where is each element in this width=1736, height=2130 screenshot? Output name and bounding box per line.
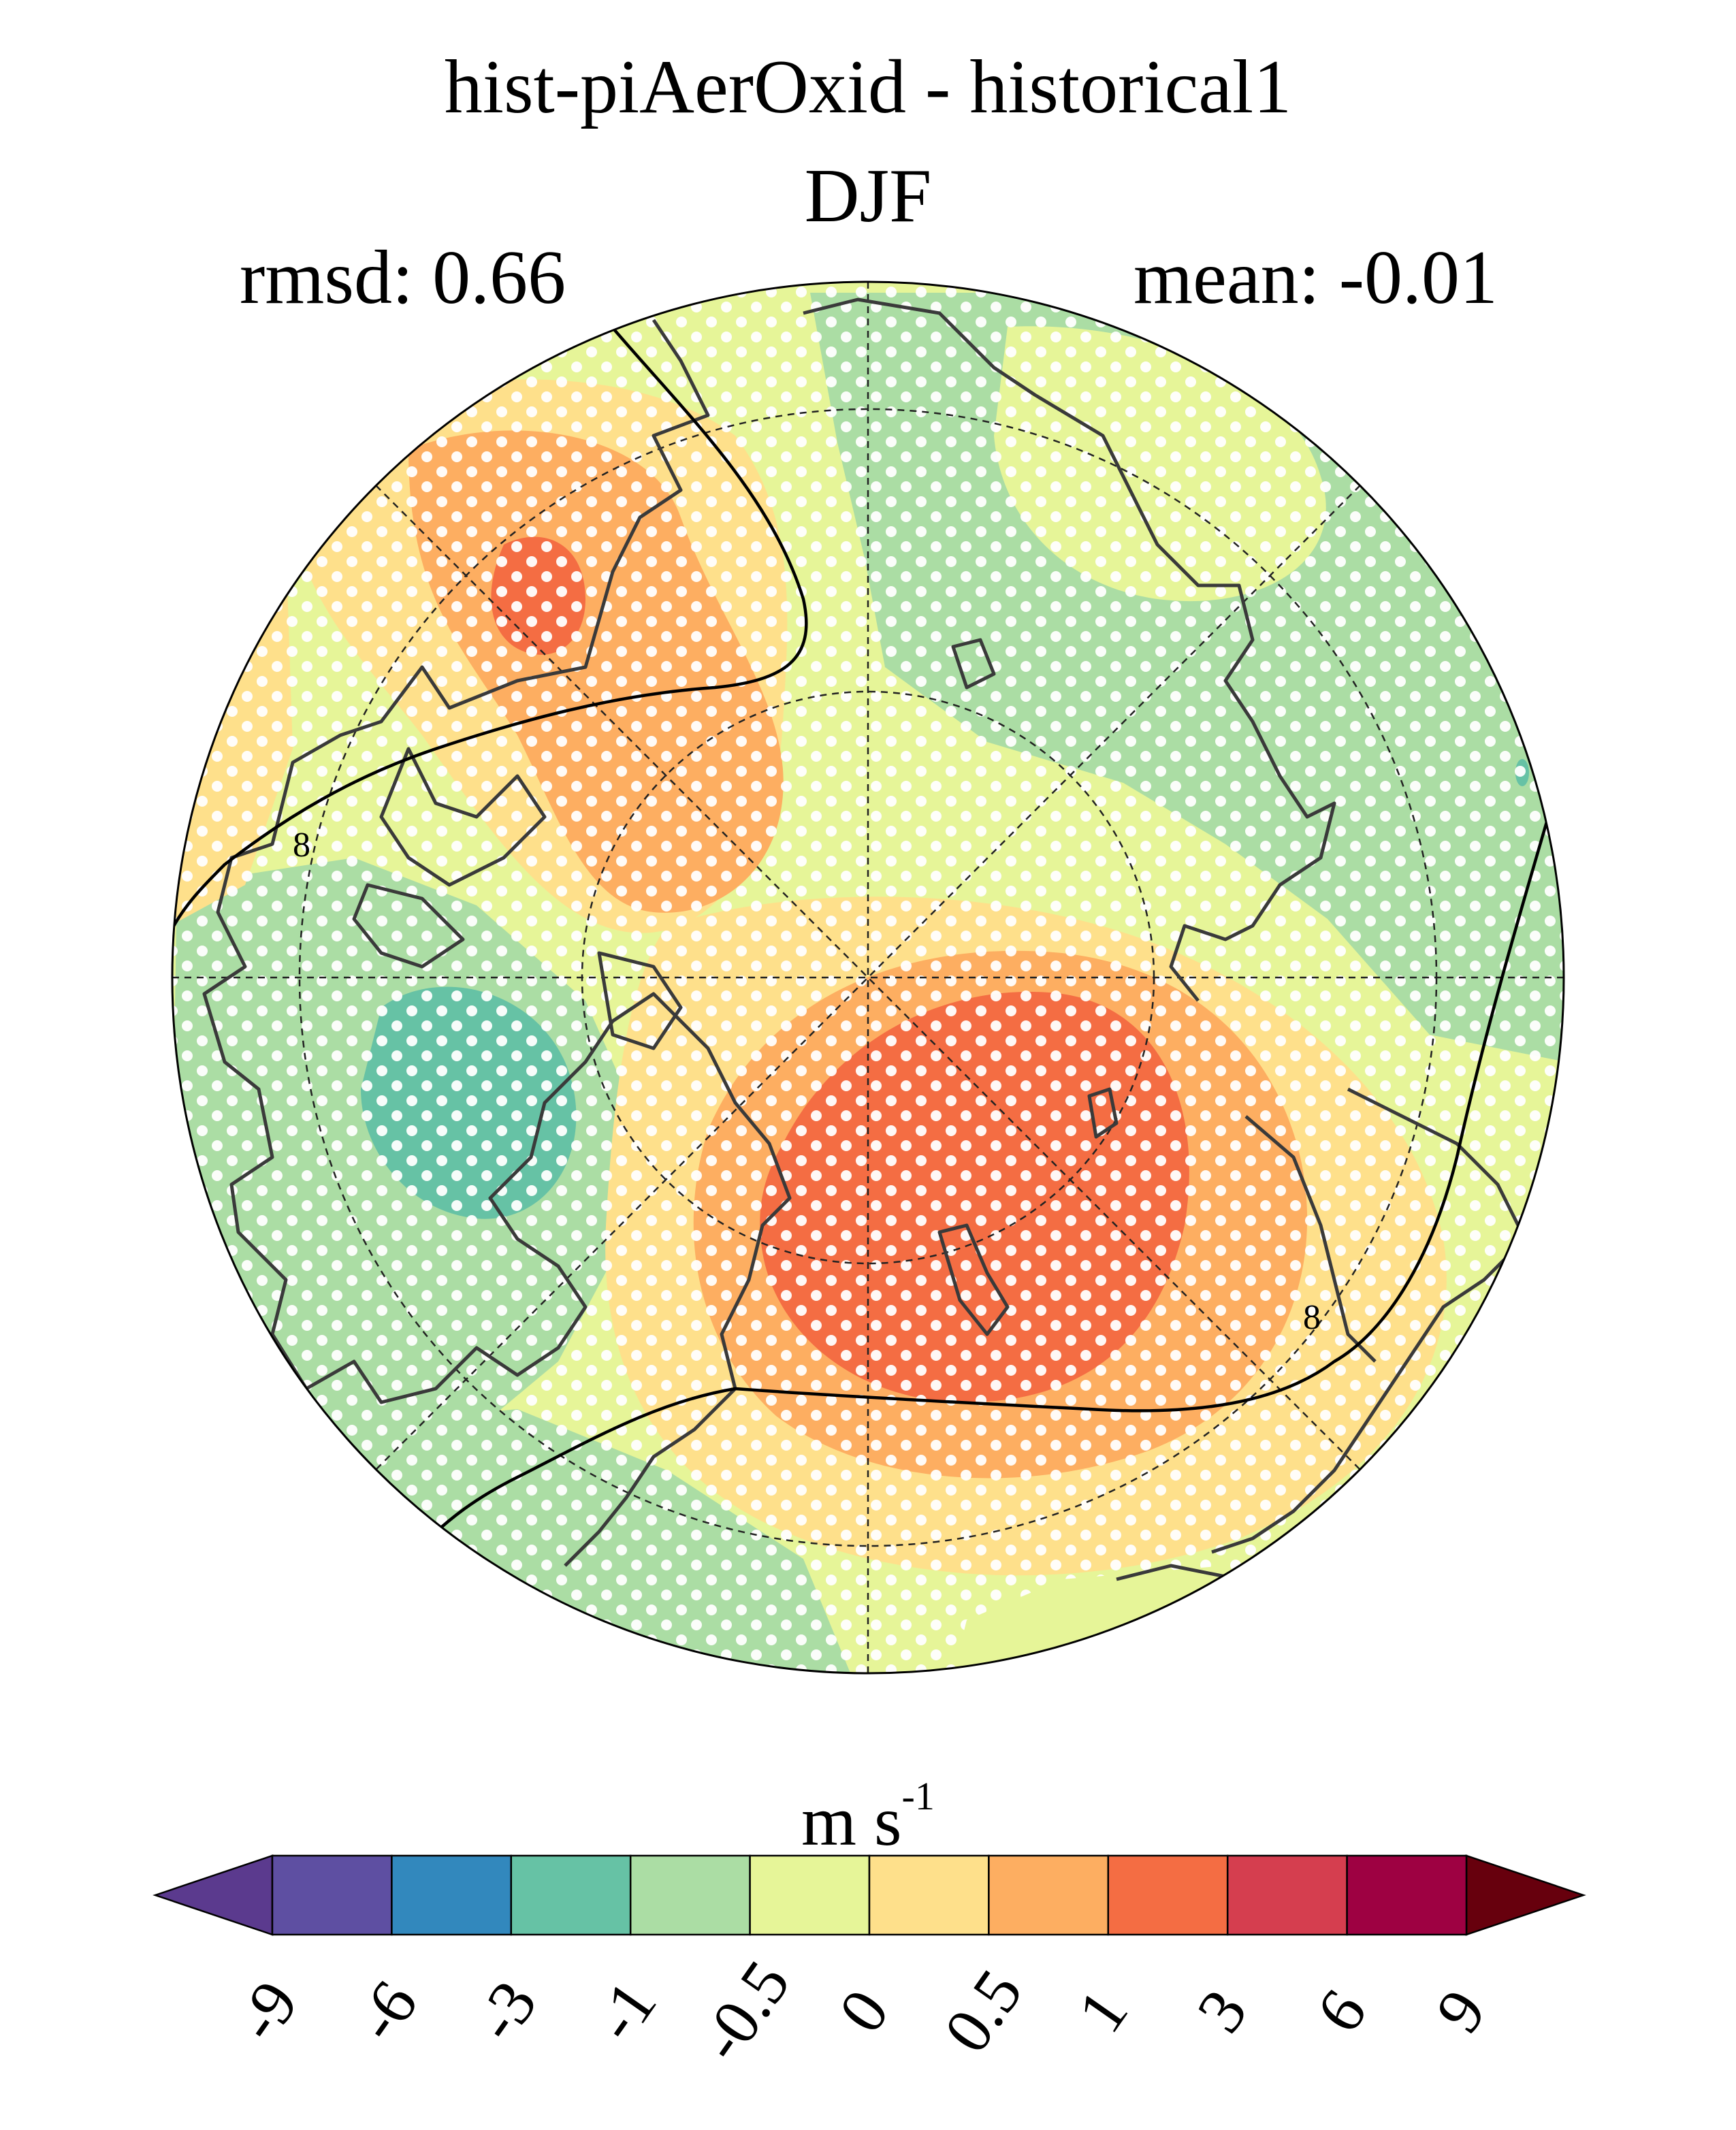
colorbar-tick-label: 1 (1063, 1977, 1142, 2046)
colorbar-bin-7 (1107, 1854, 1229, 1936)
coastlines (202, 297, 1527, 1581)
season-label: DJF (804, 154, 932, 238)
colorbar-extend-high (1465, 1854, 1586, 1936)
colorbar-bin-8 (1226, 1854, 1348, 1936)
colorbar-bin-5 (868, 1854, 990, 1936)
contour-label-west: 8 (293, 826, 310, 865)
colorbar-bin-0 (271, 1854, 393, 1936)
colorbar-tick-label: -0.5 (685, 1948, 804, 2074)
colorbar-tick-label: 0 (824, 1977, 903, 2046)
map-title: hist-piAerOxid - historical1 (444, 45, 1292, 129)
colorbar-bin-9 (1346, 1854, 1468, 1936)
colorbar-tick-label: 3 (1183, 1977, 1261, 2046)
colorbar-tick-label: -1 (579, 1968, 671, 2054)
mean-label: mean: -0.01 (1134, 236, 1498, 320)
units-label: m s-1 (801, 1774, 935, 1860)
colorbar-bin-4 (749, 1854, 871, 1936)
colorbar-tick-label: 0.5 (930, 1956, 1036, 2065)
contour-label-east: 8 (1303, 1298, 1321, 1337)
colorbar-tick-label: 6 (1302, 1977, 1380, 2046)
colorbar-bin-1 (391, 1854, 513, 1936)
colorbar-bin-3 (629, 1854, 751, 1936)
colorbar-tick-label: -9 (221, 1968, 312, 2054)
colorbar-bin-2 (510, 1854, 632, 1936)
graticule (172, 282, 1564, 1673)
map-boundary (171, 280, 1565, 1675)
colorbar-bin-6 (988, 1854, 1110, 1936)
colorbar-tick-label: -6 (340, 1968, 432, 2054)
colorbar-tick-label: 9 (1421, 1977, 1500, 2046)
rmsd-label: rmsd: 0.66 (240, 236, 566, 320)
colorbar-extend-low (152, 1854, 274, 1936)
map-disk: 8 8 (172, 282, 1564, 1673)
colorbar-tick-label: -3 (460, 1968, 551, 2054)
zero-contour (172, 319, 1554, 1547)
